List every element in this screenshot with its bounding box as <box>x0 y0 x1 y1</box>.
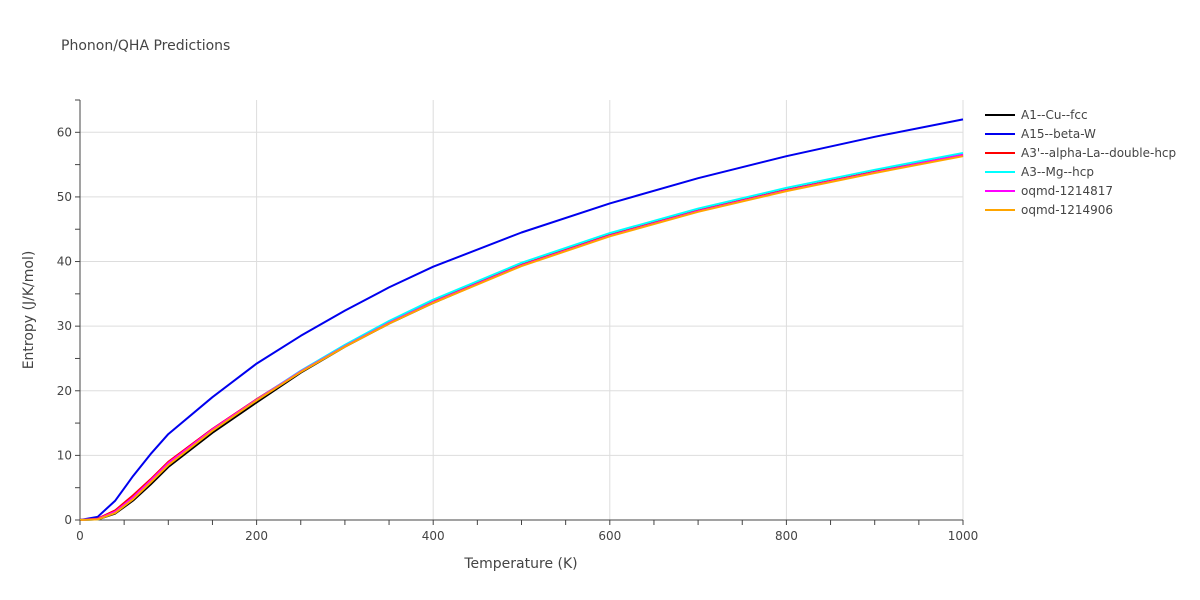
y-axis-ticks: 0 10 20 30 40 50 60 <box>57 99 80 527</box>
legend-label: oqmd-1214906 <box>1021 203 1113 217</box>
legend-label: A15--beta-W <box>1021 127 1096 141</box>
y-tick-label: 10 <box>57 448 72 462</box>
grid <box>80 100 964 520</box>
y-tick-label: 50 <box>57 190 72 204</box>
legend-item[interactable]: oqmd-1214906 <box>985 203 1113 217</box>
legend-label: A1--Cu--fcc <box>1021 108 1088 122</box>
x-axis-ticks: 0 200 400 600 800 1000 <box>76 520 978 543</box>
legend-item[interactable]: A3--Mg--hcp <box>985 165 1094 179</box>
y-tick-label: 30 <box>57 319 72 333</box>
x-tick-label: 600 <box>598 529 621 543</box>
series-line <box>79 155 964 521</box>
x-tick-label: 0 <box>76 529 84 543</box>
series-line <box>79 154 964 521</box>
legend-item[interactable]: A15--beta-W <box>985 127 1096 141</box>
y-tick-label: 20 <box>57 384 72 398</box>
legend-label: A3--Mg--hcp <box>1021 165 1094 179</box>
legend: A1--Cu--fcc A15--beta-W A3'--alpha-La--dou… <box>985 108 1176 217</box>
legend-label: A3'--alpha-La--double-hcp <box>1021 146 1176 160</box>
y-tick-label: 60 <box>57 125 72 139</box>
y-tick-label: 0 <box>64 513 72 527</box>
series-line <box>79 118 964 521</box>
x-axis-title: Temperature (K) <box>463 556 577 572</box>
y-axis-title: Entropy (J/K/mol) <box>21 251 37 370</box>
x-tick-label: 200 <box>245 529 268 543</box>
series-lines <box>79 118 964 521</box>
series-line <box>79 153 964 521</box>
x-tick-label: 1000 <box>948 529 979 543</box>
legend-label: oqmd-1214817 <box>1021 184 1113 198</box>
legend-item[interactable]: A1--Cu--fcc <box>985 108 1088 122</box>
legend-item[interactable]: oqmd-1214817 <box>985 184 1113 198</box>
y-tick-label: 40 <box>57 255 72 269</box>
x-tick-label: 800 <box>775 529 798 543</box>
x-tick-label: 400 <box>422 529 445 543</box>
chart-title: Phonon/QHA Predictions <box>61 38 230 54</box>
series-line <box>79 152 964 521</box>
axes <box>79 100 963 521</box>
series-line <box>79 153 964 521</box>
legend-item[interactable]: A3'--alpha-La--double-hcp <box>985 146 1176 160</box>
